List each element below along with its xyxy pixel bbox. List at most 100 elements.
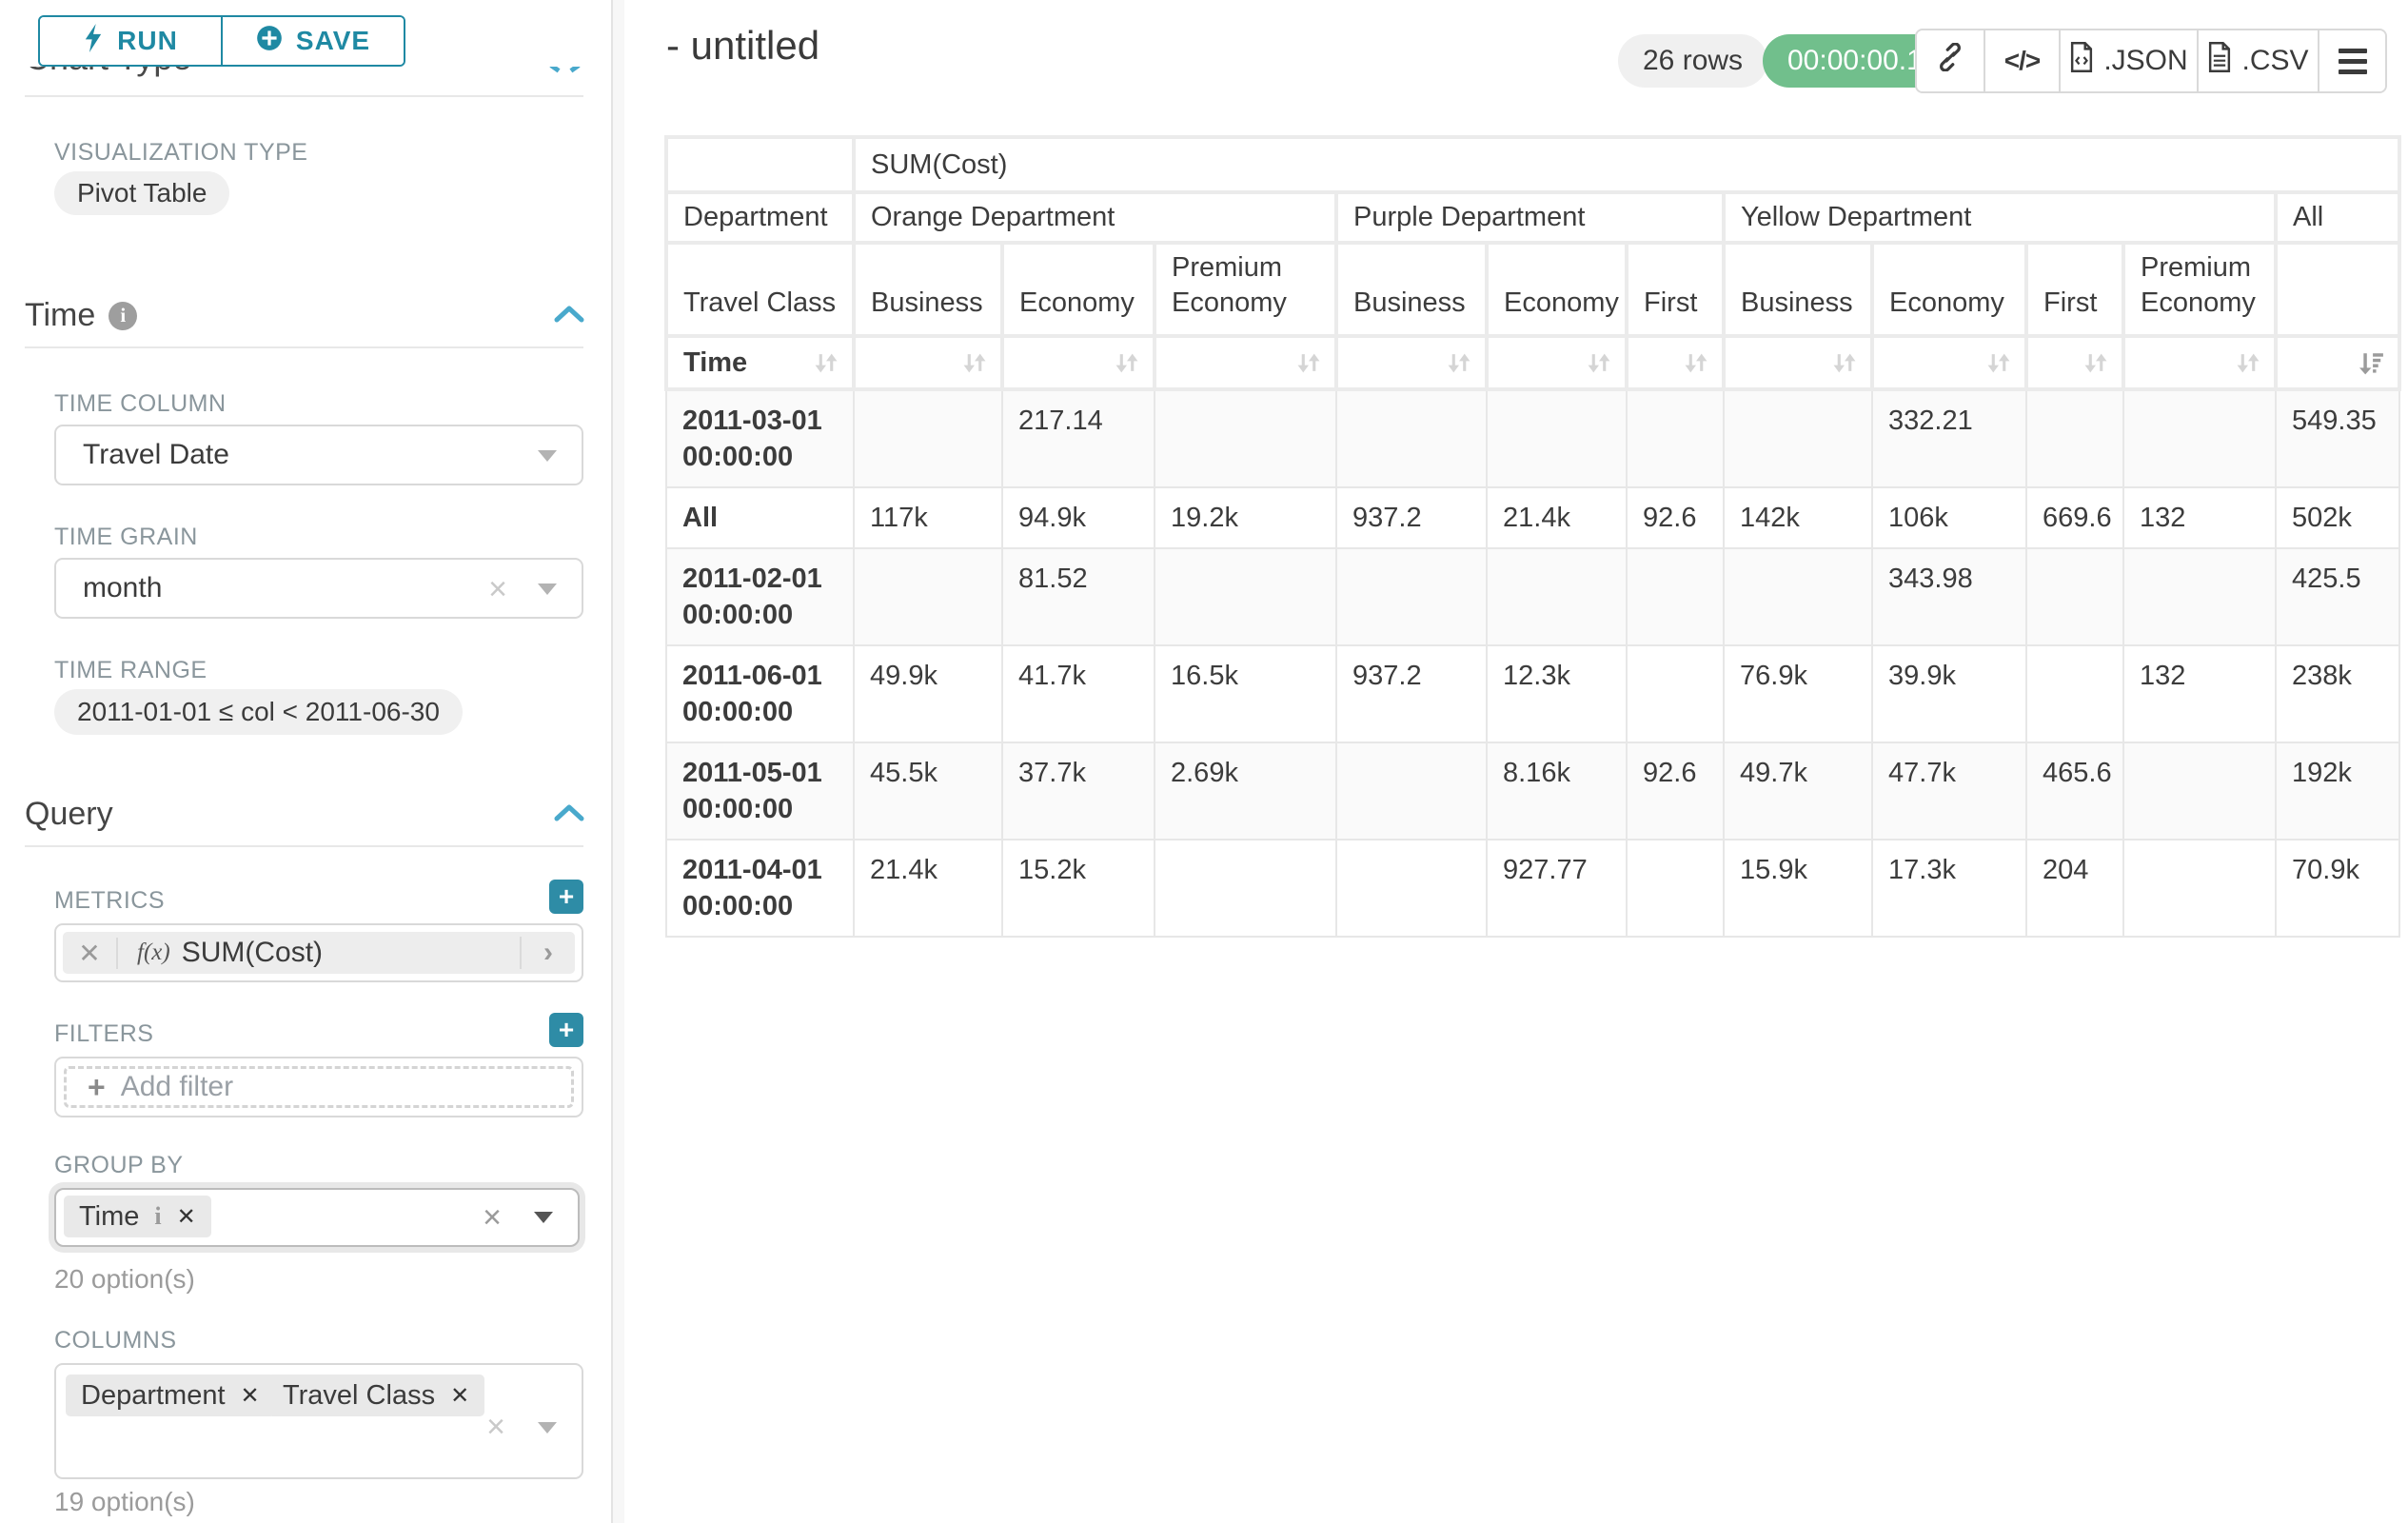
pivot-sort-col[interactable] <box>1625 334 1726 391</box>
add-metric-button[interactable]: + <box>549 880 583 914</box>
clear-icon[interactable]: × <box>488 571 507 607</box>
remove-tag-icon[interactable]: ✕ <box>240 1382 260 1409</box>
time-grain-select[interactable]: month × <box>54 558 583 619</box>
chevron-right-icon[interactable]: › <box>520 937 575 969</box>
sort-icon[interactable] <box>1447 351 1471 375</box>
group-by-tag: Time i ✕ <box>64 1196 211 1237</box>
pivot-sort-col[interactable] <box>2273 334 2402 391</box>
metric-pill[interactable]: ✕ f(x) SUM(Cost) › <box>63 932 575 974</box>
run-button[interactable]: RUN <box>40 17 221 65</box>
pivot-row: 2011-06-01 00:00:00 49.9k 41.7k 16.5k 937.2 12… <box>665 644 2401 743</box>
sort-icon[interactable] <box>1587 351 1611 375</box>
pivot-row-header: 2011-04-01 00:00:00 <box>665 839 855 938</box>
pivot-sort-col[interactable] <box>1153 334 1338 391</box>
group-by-label: GROUP BY <box>54 1152 184 1178</box>
sort-icon[interactable] <box>1986 351 2011 375</box>
sort-icon[interactable] <box>1684 351 1708 375</box>
chevron-up-icon[interactable] <box>554 305 584 328</box>
pivot-cell: 12.3k <box>1486 644 1628 743</box>
pivot-cell: 47.7k <box>1871 742 2027 841</box>
clear-icon[interactable]: × <box>486 1409 505 1445</box>
control-panel-sidebar: Chart Type RUN SAVE VISUALIZ <box>0 0 628 1523</box>
pivot-cell <box>1335 547 1488 646</box>
pivot-sort-col[interactable] <box>1485 334 1628 391</box>
sort-icon[interactable] <box>1115 351 1139 375</box>
sort-icon[interactable] <box>962 351 987 375</box>
group-by-select[interactable]: Time i ✕ × <box>54 1188 580 1247</box>
time-grain-label: TIME GRAIN <box>54 524 198 550</box>
pivot-cell: 21.4k <box>1486 486 1628 549</box>
pivot-cell <box>1626 388 1725 488</box>
section-divider <box>25 346 583 348</box>
lightning-bolt-icon <box>83 23 104 59</box>
pivot-cell <box>2025 644 2124 743</box>
pivot-class-header: First <box>2024 241 2125 338</box>
pivot-cell: 927.77 <box>1486 839 1628 938</box>
time-section-heading: Time i <box>25 297 138 334</box>
share-link-button[interactable] <box>1917 30 1984 91</box>
remove-metric-icon[interactable]: ✕ <box>63 937 118 969</box>
section-divider <box>25 845 583 847</box>
sort-icon[interactable] <box>1832 351 1857 375</box>
menu-button[interactable] <box>2318 30 2385 91</box>
pivot-row-header: 2011-05-01 00:00:00 <box>665 742 855 841</box>
export-json-button[interactable]: .JSON <box>2059 30 2197 91</box>
pivot-cell: 549.35 <box>2274 388 2401 488</box>
pivot-group-header: Yellow Department <box>1722 190 2278 245</box>
pivot-department-row: Department Orange Department Purple Depart… <box>664 190 2402 245</box>
pivot-row-header: 2011-06-01 00:00:00 <box>665 644 855 743</box>
save-button[interactable]: SAVE <box>221 17 404 65</box>
pivot-cell <box>853 388 1003 488</box>
pivot-sort-col[interactable] <box>1000 334 1156 391</box>
columns-select[interactable]: Department ✕ Travel Class ✕ × <box>54 1363 583 1479</box>
visualization-type-label: VISUALIZATION TYPE <box>54 139 308 166</box>
visualization-type-pill[interactable]: Pivot Table <box>54 171 230 215</box>
embed-code-button[interactable]: </> <box>1984 30 2059 91</box>
clear-icon[interactable]: × <box>483 1199 502 1236</box>
pivot-cell <box>2122 547 2277 646</box>
pivot-cell: 49.9k <box>853 644 1003 743</box>
pivot-sort-col[interactable] <box>2122 334 2278 391</box>
pivot-sort-col[interactable] <box>2024 334 2125 391</box>
pivot-cell: 94.9k <box>1001 486 1155 549</box>
pivot-cell <box>2025 547 2124 646</box>
sort-icon[interactable] <box>814 351 839 375</box>
csv-button-label: .CSV <box>2241 45 2309 76</box>
pivot-sort-time[interactable]: Time <box>664 334 856 391</box>
pivot-cell: 92.6 <box>1626 742 1725 841</box>
sort-desc-icon[interactable] <box>2359 351 2384 375</box>
sort-icon[interactable] <box>1296 351 1321 375</box>
pivot-cell <box>1723 547 1873 646</box>
export-csv-button[interactable]: .CSV <box>2197 30 2318 91</box>
plus-icon: + <box>88 1069 106 1104</box>
time-column-value: Travel Date <box>83 439 229 470</box>
chevron-down-icon <box>534 1212 553 1223</box>
pivot-metric-row: SUM(Cost) <box>664 135 2402 194</box>
page-title[interactable]: - untitled <box>666 23 820 68</box>
pivot-sort-col[interactable] <box>1722 334 1874 391</box>
pivot-cell: 8.16k <box>1486 742 1628 841</box>
time-range-pill[interactable]: 2011-01-01 ≤ col < 2011-06-30 <box>54 689 463 735</box>
sort-icon[interactable] <box>2083 351 2108 375</box>
pivot-cell: 204 <box>2025 839 2124 938</box>
chevron-up-icon[interactable] <box>554 803 584 827</box>
pivot-cell: 76.9k <box>1723 644 1873 743</box>
pivot-sort-col[interactable] <box>1870 334 2028 391</box>
add-filter-plus-button[interactable]: + <box>549 1013 583 1047</box>
metrics-control: ✕ f(x) SUM(Cost) › <box>54 923 583 982</box>
pivot-sort-col[interactable] <box>1334 334 1489 391</box>
pivot-cell <box>1154 547 1337 646</box>
time-column-select[interactable]: Travel Date <box>54 425 583 485</box>
pivot-sort-col[interactable] <box>852 334 1004 391</box>
run-button-label: RUN <box>117 26 178 55</box>
sort-icon[interactable] <box>2236 351 2260 375</box>
pivot-cell <box>1626 644 1725 743</box>
pivot-group-header: Orange Department <box>852 190 1338 245</box>
add-filter-dropzone[interactable]: + Add filter <box>64 1066 574 1108</box>
columns-tag: Department ✕ <box>66 1375 275 1416</box>
metrics-label: METRICS <box>54 887 165 914</box>
remove-tag-icon[interactable]: ✕ <box>176 1203 196 1230</box>
remove-tag-icon[interactable]: ✕ <box>450 1382 470 1409</box>
pivot-class-row: Travel Class Business Economy Premium Econo… <box>664 241 2402 338</box>
